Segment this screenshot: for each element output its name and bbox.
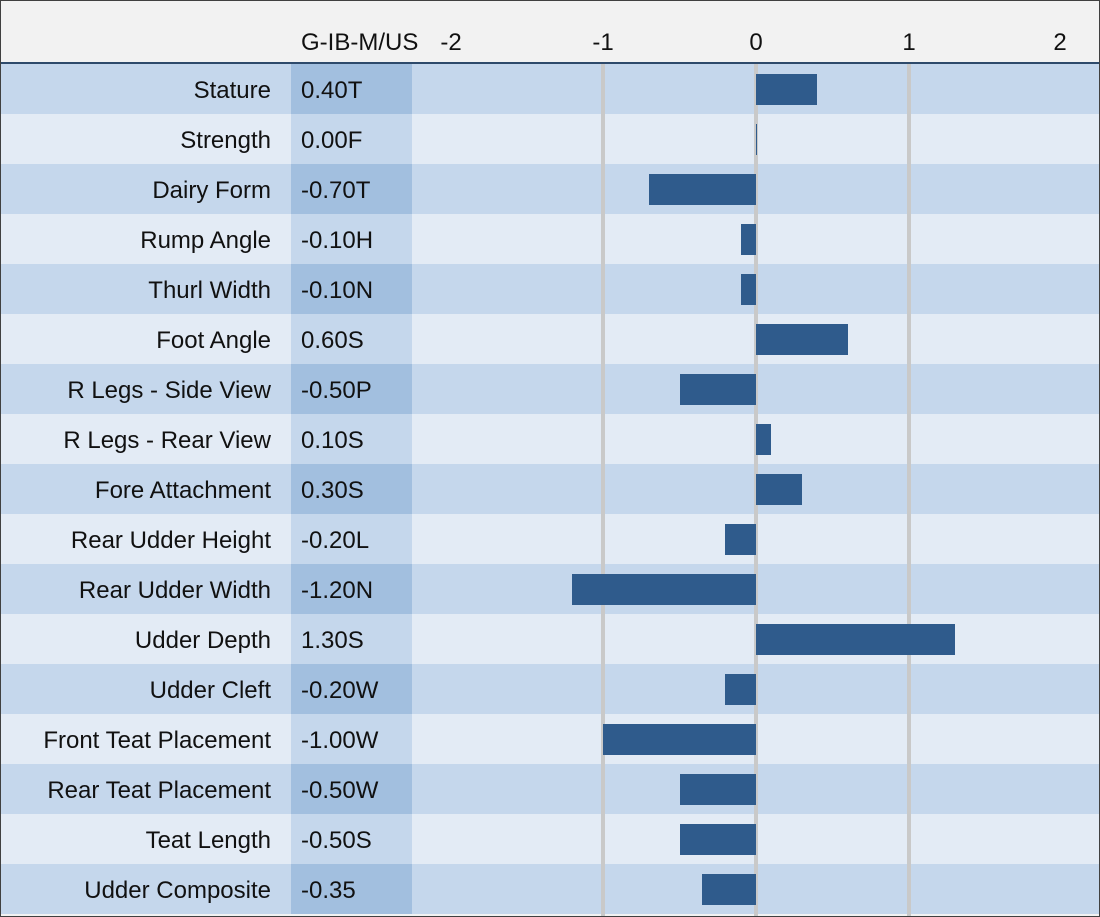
trait-value: -0.20W [301,677,379,704]
trait-label: Udder Composite [84,877,271,904]
trait-value: -1.00W [301,727,379,754]
x-tick-label: -1 [592,29,614,56]
bar [756,324,848,355]
trait-label: Rear Udder Height [70,527,271,554]
value-cell: 0.40T [291,64,412,114]
bar [725,524,756,555]
value-cell: -0.10N [291,264,412,314]
gridline [907,64,911,916]
trait-value: 0.10S [301,427,364,454]
bar [572,574,756,605]
trait-value: 1.30S [301,627,364,654]
value-cell: 0.30S [291,464,412,514]
trait-value: -0.20L [301,527,370,554]
table-row: Front Teat Placement -1.00W [1,714,1099,764]
value-column-title: G-IB-M/US [301,29,419,56]
trait-value: -0.10N [301,277,374,304]
trait-label: Teat Length [145,827,271,854]
trait-value: -0.50S [301,827,372,854]
trait-label: Udder Cleft [149,677,271,704]
value-cell: -0.20L [291,514,412,564]
trait-value: 0.30S [301,477,364,504]
bar [702,874,756,905]
table-row: Fore Attachment 0.30S [1,464,1099,514]
table-row: Thurl Width -0.10N [1,264,1099,314]
trait-label: Strength [180,127,271,154]
value-cell: 0.00F [291,114,412,164]
bar [679,824,756,855]
value-cell: 0.10S [291,414,412,464]
bar [756,74,818,105]
table-row: Foot Angle 0.60S [1,314,1099,364]
trait-value: -0.50P [301,377,372,404]
table-row: Stature 0.40T [1,64,1099,114]
value-cell: -0.35 [291,864,412,914]
table-row: Rear Udder Width -1.20N [1,564,1099,614]
bar [679,774,756,805]
value-cell: -1.00W [291,714,412,764]
trait-value: -0.10H [301,227,374,254]
bar [725,674,756,705]
value-cell: 0.60S [291,314,412,364]
trait-value: -0.70T [301,177,371,204]
trait-value: 0.60S [301,327,364,354]
value-cell: -0.50W [291,764,412,814]
trait-value: 0.00F [301,127,363,154]
table-row: Udder Composite -0.35 [1,864,1099,914]
table-row: Rump Angle -0.10H [1,214,1099,264]
gridline [601,64,605,916]
bar [756,624,955,655]
x-tick-label: -2 [440,29,462,56]
value-cell: -0.70T [291,164,412,214]
x-tick-label: 1 [902,29,916,56]
trait-label: Foot Angle [156,327,271,354]
table-row: Udder Cleft -0.20W [1,664,1099,714]
value-cell: 1.30S [291,614,412,664]
trait-label: R Legs - Rear View [63,427,271,454]
x-tick-label: 0 [749,29,763,56]
table-row: Rear Udder Height -0.20L [1,514,1099,564]
trait-label: Rump Angle [140,227,271,254]
trait-label: R Legs - Side View [67,377,271,404]
table-row: Teat Length -0.50S [1,814,1099,864]
table-row: R Legs - Side View -0.50P [1,364,1099,414]
value-cell: -0.10H [291,214,412,264]
table-row: Rear Teat Placement -0.50W [1,764,1099,814]
bar [756,474,802,505]
table-row: Strength 0.00F [1,114,1099,164]
bar [679,374,756,405]
trait-value: -1.20N [301,577,374,604]
bar [756,124,757,155]
bar [740,224,756,255]
table-row: R Legs - Rear View 0.10S [1,414,1099,464]
value-cell: -0.50P [291,364,412,414]
trait-value: 0.40T [301,77,363,104]
value-cell: -1.20N [291,564,412,614]
value-cell: -0.20W [291,664,412,714]
trait-label: Stature [193,77,271,104]
bar [756,424,772,455]
value-cell: -0.50S [291,814,412,864]
trait-label: Dairy Form [152,177,271,204]
trait-label: Rear Teat Placement [47,777,271,804]
bar [648,174,756,205]
x-tick-label: 2 [1053,29,1067,56]
trait-label: Thurl Width [148,277,271,304]
table-row: Dairy Form -0.70T [1,164,1099,214]
trait-label: Rear Udder Width [78,577,271,604]
trait-label: Fore Attachment [94,477,271,504]
trait-label: Udder Depth [134,627,271,654]
bar [740,274,756,305]
trait-label: Front Teat Placement [43,727,271,754]
chart-header: G-IB-M/US [1,1,1099,64]
trait-value: -0.35 [301,877,356,904]
trait-value: -0.50W [301,777,379,804]
bar [603,724,756,755]
